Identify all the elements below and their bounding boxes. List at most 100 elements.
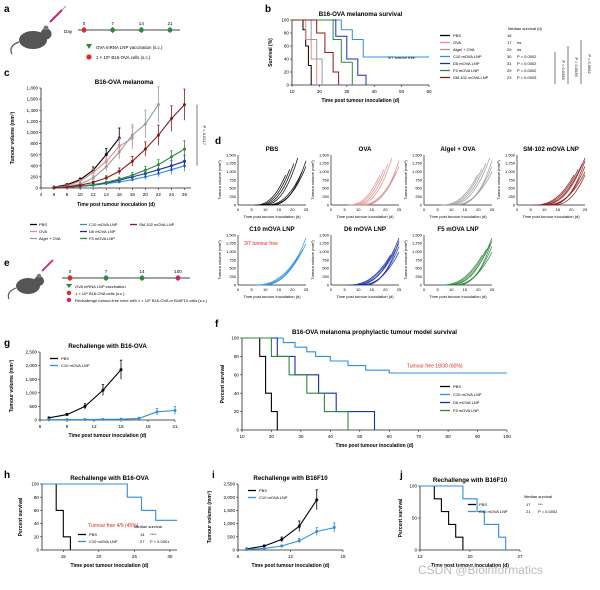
y-tick-label: 50 (412, 516, 418, 521)
y-tick-label: 0 (232, 548, 235, 553)
data-point (137, 416, 141, 420)
x-tick-label: 15 (556, 207, 561, 212)
data-point (262, 544, 266, 548)
x-axis-label: Time post tumour inoculation (d) (522, 214, 580, 219)
y-tick-label: 60 (234, 372, 240, 377)
x-axis-label: Time post tumour inoculation (d) (429, 214, 487, 219)
x-tick-label: 20 (96, 554, 102, 559)
y-tick-label: 1,800 (27, 86, 39, 91)
y-axis-label: Percent survival (220, 364, 226, 403)
watermark: CSDN @Bioinformatics (418, 563, 543, 577)
y-tick-label: 1,250 (226, 241, 237, 246)
x-tick-label: 90 (475, 434, 481, 439)
x-tick-label: 10 (78, 192, 84, 197)
y-tick-label: 1,500 (26, 377, 38, 382)
y-tick-label: 1,000 (26, 390, 38, 395)
y-tick-label: 0 (327, 202, 330, 207)
y-tick-label: 200 (30, 174, 38, 179)
y-tick-label: 1,250 (226, 161, 237, 166)
y-tick-label: 1,250 (319, 241, 330, 246)
legend-header: Median survival (134, 524, 162, 529)
individual-tumour-curve (457, 160, 493, 206)
small-multiple-title: F5 mOVA LNP (437, 226, 478, 233)
growth-line-pbs (48, 369, 122, 419)
data-point (315, 530, 319, 534)
bracket-label: P = 0.0039 (574, 57, 579, 77)
y-tick-label: 1,500 (319, 152, 330, 157)
x-tick-label: 15 (277, 287, 282, 292)
x-tick-label: 9 (66, 424, 69, 429)
y-tick-label: 0 (35, 186, 38, 191)
legend-label: PBS (39, 222, 47, 227)
x-tick-label: 0 (423, 287, 426, 292)
data-point (119, 368, 123, 372)
y-tick-label: 250 (322, 194, 329, 199)
x-tick-label: 100 (503, 434, 511, 439)
timeline-marker (67, 275, 73, 281)
y-tick-label: 750 (229, 257, 236, 262)
x-tick-label: 14 (104, 192, 110, 197)
y-tick-label: 250 (322, 274, 329, 279)
legend-label: C10 mOVA LNP (479, 509, 508, 514)
legend-label: C10 mOVA LNP (453, 392, 482, 397)
x-tick-label: 4 (40, 192, 43, 197)
y-tick-label: 250 (415, 194, 422, 199)
x-tick-label: 24 (169, 192, 175, 197)
panel-label-b: b (265, 4, 271, 15)
individual-tumour-curve (542, 157, 586, 206)
x-tick-label: 10 (449, 287, 454, 292)
y-tick-label: 500 (508, 186, 515, 191)
y-axis-label: Tumour volume (mm³) (207, 490, 213, 543)
data-point (262, 546, 266, 550)
timeline-day: 0 (69, 269, 72, 274)
data-point (143, 122, 147, 126)
panel-a-schematic: Day 0 7 14 21 OVA mRNA LNP vaccination (s.c… (10, 5, 180, 60)
legend-label: F5 mOVA LNP (89, 236, 115, 241)
legend-e-cells: 1 × 10⁵ B16-OVA cells (s.c.) (75, 291, 125, 296)
timeline-day: 21 (167, 21, 173, 26)
y-tick-label: 100 (281, 18, 289, 23)
legend-label: OVA (453, 40, 461, 45)
survival-line-pbs (242, 337, 278, 430)
survival-line-f5 (292, 19, 353, 85)
x-tick-label: 10 (289, 89, 295, 94)
data-point (169, 117, 173, 121)
x-tick-label: 40 (328, 434, 334, 439)
y-tick-label: 1,000 (412, 249, 423, 254)
y-tick-label: 500 (322, 186, 329, 191)
x-tick-label: 10 (356, 207, 361, 212)
individual-tumour-curve (356, 157, 393, 206)
x-tick-label: 12 (288, 554, 294, 559)
y-tick-label: 500 (227, 534, 235, 539)
y-tick-label: 2,000 (26, 363, 38, 368)
y-tick-label: 500 (29, 404, 37, 409)
mouse-icon-e (7, 259, 54, 300)
y-tick-label: 1,000 (224, 521, 236, 526)
x-tick-label: 40 (372, 89, 378, 94)
legend-label: C10 mOVA LNP (89, 539, 118, 544)
x-tick-label: 15 (463, 287, 468, 292)
x-tick-label: 0 (237, 287, 240, 292)
timeline-marker (103, 275, 109, 281)
x-tick-label: 18 (145, 424, 151, 429)
survival-line-pbs (292, 19, 312, 85)
legend-label: Algel + OVA (39, 236, 61, 241)
bracket-label: P = 0.0217 (202, 126, 207, 146)
timeline-marker (110, 27, 116, 33)
y-tick-label: 2,500 (224, 482, 236, 487)
x-tick-label: 6 (53, 192, 56, 197)
x-tick-label: 0 (330, 287, 333, 292)
y-tick-label: 500 (229, 186, 236, 191)
legend-label: SM-102 mOVA LNP (139, 222, 175, 227)
chart-title: B16-OVA melanoma (95, 79, 154, 86)
data-point (130, 173, 134, 177)
data-point (78, 179, 82, 183)
y-tick-label: 1,000 (319, 249, 330, 254)
chart-title: Rechallenge with B16-OVA (68, 343, 147, 350)
x-tick-label: 5 (343, 207, 346, 212)
y-tick-label: 750 (415, 257, 422, 262)
x-tick-label: 0 (423, 207, 426, 212)
p-value: P = 0.0002 (538, 509, 558, 514)
x-tick-label: 60 (387, 434, 393, 439)
legend-header: Median survival (524, 494, 552, 499)
